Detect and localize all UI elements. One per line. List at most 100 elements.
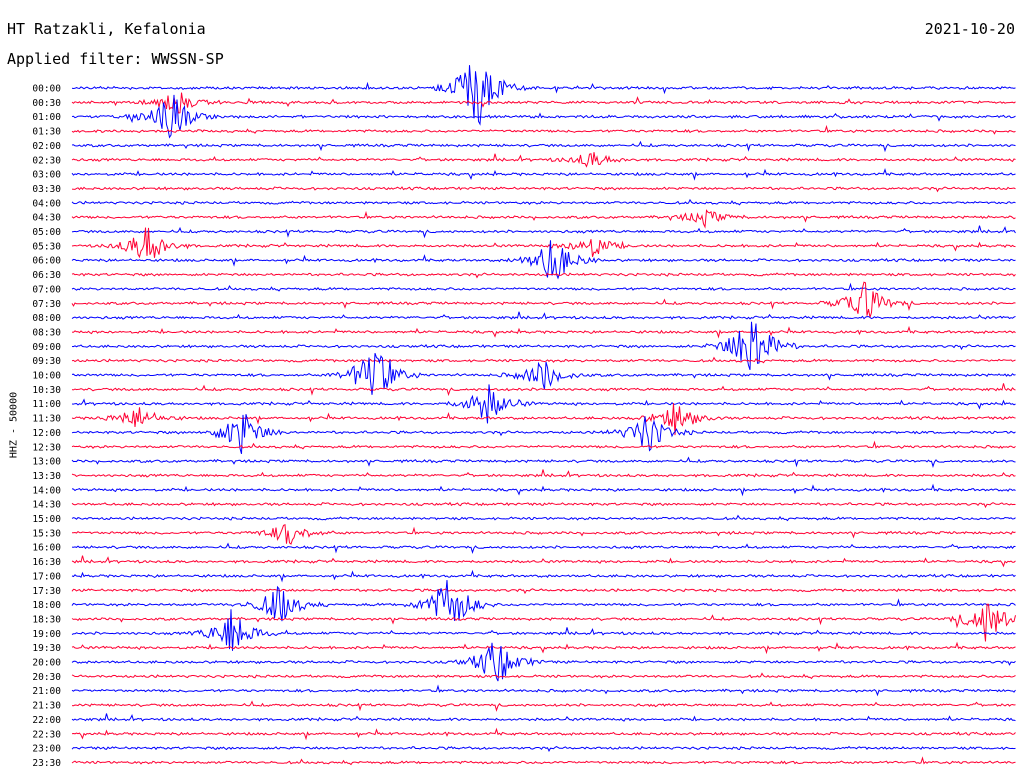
date-label: 2021-10-20 [924, 20, 1015, 38]
trace-0930 [71, 356, 1016, 364]
trace-1300 [71, 456, 1016, 468]
time-label-0630: 06:30 [32, 270, 61, 281]
time-label-0100: 01:00 [32, 112, 61, 123]
time-label-1130: 11:30 [32, 414, 61, 425]
time-label-0400: 04:00 [32, 198, 61, 209]
trace-0100 [71, 94, 1016, 139]
trace-0900 [71, 321, 1016, 370]
trace-2000 [71, 642, 1016, 682]
trace-1430 [71, 501, 1016, 509]
time-label-1630: 16:30 [32, 557, 61, 568]
time-label-0600: 06:00 [32, 256, 61, 267]
trace-1030 [71, 383, 1016, 397]
time-label-1330: 13:30 [32, 471, 61, 482]
trace-1900 [71, 609, 1016, 651]
time-label-1030: 10:30 [32, 385, 61, 396]
trace-0330 [71, 186, 1016, 193]
time-label-0500: 05:00 [32, 227, 61, 238]
trace-0500 [71, 225, 1016, 239]
trace-1600 [71, 542, 1016, 555]
trace-1100 [71, 384, 1016, 424]
time-label-2100: 21:00 [32, 686, 61, 697]
trace-0700 [71, 282, 1016, 292]
time-label-1900: 19:00 [32, 629, 61, 640]
time-label-1500: 15:00 [32, 514, 61, 525]
trace-1330 [71, 469, 1016, 478]
time-label-0900: 09:00 [32, 342, 61, 353]
trace-2330 [71, 756, 1016, 766]
trace-2300 [71, 745, 1016, 752]
time-label-1800: 18:00 [32, 600, 61, 611]
time-label-1230: 12:30 [32, 442, 61, 453]
time-label-0030: 00:30 [32, 98, 61, 109]
time-label-1000: 10:00 [32, 371, 61, 382]
trace-1830 [71, 603, 1016, 642]
time-label-0930: 09:30 [32, 356, 61, 367]
trace-2100 [71, 684, 1016, 697]
trace-1130 [71, 403, 1016, 436]
trace-1530 [72, 523, 1016, 545]
time-label-0530: 05:30 [32, 241, 61, 252]
time-label-1200: 12:00 [32, 428, 61, 439]
time-label-1730: 17:30 [32, 586, 61, 597]
time-label-0300: 03:00 [32, 170, 61, 181]
trace-2130 [71, 700, 1016, 712]
trace-1800 [71, 580, 1016, 622]
trace-1630 [71, 555, 1016, 568]
trace-0400 [71, 198, 1016, 206]
time-label-0430: 04:30 [32, 213, 61, 224]
trace-0530 [71, 227, 1016, 259]
trace-0600 [71, 240, 1016, 280]
time-label-2230: 22:30 [32, 729, 61, 740]
trace-1230 [71, 440, 1016, 450]
trace-1700 [71, 569, 1016, 583]
trace-1000 [71, 353, 1016, 395]
time-label-1300: 13:00 [32, 457, 61, 468]
trace-0000 [71, 65, 1016, 126]
trace-0630 [71, 272, 1016, 279]
trace-0200 [71, 140, 1016, 153]
time-label-1600: 16:00 [32, 543, 61, 554]
time-label-2300: 23:00 [32, 744, 61, 755]
time-label-1430: 14:30 [32, 500, 61, 511]
trace-0800 [71, 311, 1016, 320]
trace-1200 [71, 414, 1016, 455]
time-label-1830: 18:30 [32, 614, 61, 625]
time-label-2030: 20:30 [32, 672, 61, 683]
time-label-0730: 07:30 [32, 299, 61, 310]
trace-0830 [71, 325, 1016, 339]
trace-2200 [71, 713, 1016, 722]
trace-0730 [71, 281, 1016, 318]
filter-label: Applied filter: WWSSN-SP [7, 50, 224, 68]
station-title: HT Ratzakli, Kefalonia [7, 20, 206, 38]
time-label-0330: 03:30 [32, 184, 61, 195]
time-label-0230: 02:30 [32, 155, 61, 166]
time-label-1100: 11:00 [32, 399, 61, 410]
trace-0130 [71, 124, 1016, 135]
time-label-0000: 00:00 [32, 84, 61, 95]
time-label-1400: 14:00 [32, 485, 61, 496]
time-label-0700: 07:00 [32, 284, 61, 295]
time-label-1530: 15:30 [32, 528, 61, 539]
time-label-0130: 01:30 [32, 127, 61, 138]
trace-0300 [71, 167, 1016, 181]
time-label-2200: 22:00 [32, 715, 61, 726]
time-label-2330: 23:30 [32, 758, 61, 769]
trace-2030 [71, 672, 1016, 680]
trace-1730 [71, 588, 1016, 595]
time-label-2000: 20:00 [32, 658, 61, 669]
trace-1500 [71, 514, 1016, 522]
trace-1400 [71, 483, 1016, 497]
trace-2230 [71, 727, 1016, 741]
trace-0430 [71, 209, 1016, 229]
trace-1930 [71, 641, 1016, 655]
time-label-1700: 17:00 [32, 571, 61, 582]
time-label-0830: 08:30 [32, 327, 61, 338]
time-label-1930: 19:30 [32, 643, 61, 654]
trace-0230 [71, 152, 1016, 168]
time-label-0800: 08:00 [32, 313, 61, 324]
time-label-0200: 02:00 [32, 141, 61, 152]
trace-0030 [71, 92, 1016, 114]
time-label-2130: 21:30 [32, 701, 61, 712]
